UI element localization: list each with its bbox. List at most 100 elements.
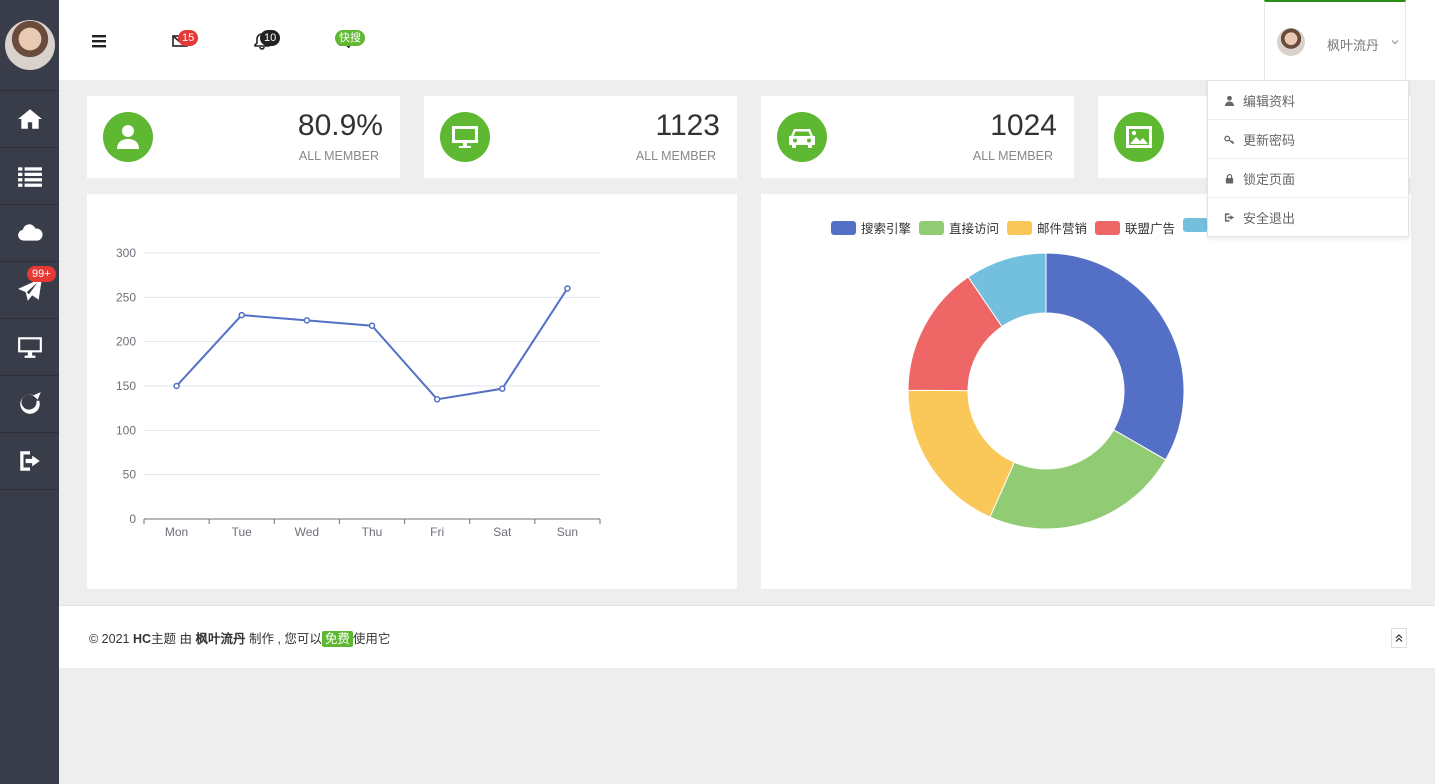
legend-swatch: [831, 220, 856, 235]
x-tick-label: Thu: [362, 525, 383, 539]
user-icon: [1224, 95, 1235, 106]
legend-label: 直接访问: [949, 222, 1000, 236]
menu-item-label: 锁定页面: [1243, 171, 1296, 187]
y-tick-label: 200: [116, 335, 136, 349]
footer-author: 枫叶流丹: [195, 632, 246, 646]
footer-mid-text: 制作 , 您可以: [245, 632, 322, 646]
legend-label: 邮件营销: [1037, 222, 1088, 236]
user-name: 枫叶流丹: [1327, 38, 1380, 53]
data-point[interactable]: [433, 396, 441, 403]
footer-prefix: © 2021: [89, 632, 133, 646]
data-point[interactable]: [368, 322, 376, 329]
donut-chart: [907, 252, 1185, 530]
sidebar-item-desktop[interactable]: [0, 319, 59, 376]
menu-item-edit-profile[interactable]: 编辑资料: [1208, 81, 1408, 120]
sidebar-item-list[interactable]: [0, 148, 59, 205]
footer-brand: HC: [132, 632, 152, 646]
donut-slice[interactable]: [907, 389, 1015, 518]
x-tick-label: Wed: [295, 525, 319, 539]
sidebar-item-logout[interactable]: [0, 433, 59, 490]
menu-item-lock-page[interactable]: 锁定页面: [1208, 159, 1408, 198]
footer-theme-text: 主题 由: [151, 632, 196, 646]
donut-slice[interactable]: [989, 429, 1167, 530]
footer: © 2021 HC主题 由 枫叶流丹 制作 , 您可以 免费 使用它: [59, 605, 1435, 668]
x-tick-label: Sun: [557, 525, 578, 539]
menu-item-label: 更新密码: [1243, 132, 1296, 148]
mail-button[interactable]: 15: [168, 28, 199, 52]
data-point[interactable]: [173, 382, 180, 390]
notification-count-badge: 10: [260, 30, 281, 46]
user-icon: [117, 125, 139, 149]
stat-value: 80.9%: [297, 109, 383, 142]
image-icon: [1126, 126, 1152, 148]
menu-toggle-button[interactable]: [87, 28, 111, 52]
legend-label: 联盟广告: [1125, 222, 1176, 236]
y-tick-label: 100: [116, 423, 136, 437]
lock-icon: [1225, 173, 1234, 184]
mail-count-badge: 15: [178, 30, 199, 46]
legend-swatch: [919, 220, 944, 235]
legend-swatch: [1095, 220, 1120, 235]
donut-slice[interactable]: [967, 252, 1047, 328]
double-chevron-up-icon: [1395, 634, 1403, 642]
footer-suffix: 使用它: [352, 632, 391, 646]
y-tick-label: 150: [116, 379, 136, 393]
cloud-icon: [17, 224, 43, 241]
car-icon: [789, 129, 815, 148]
list-icon: [17, 167, 42, 187]
circle-arrow-icon: [19, 392, 41, 414]
hamburger-icon: [92, 35, 106, 48]
user-menu-toggle[interactable]: 枫叶流丹: [1264, 0, 1406, 80]
quick-search-button[interactable]: 快搜: [331, 28, 365, 52]
free-badge: 免费: [321, 631, 353, 647]
menu-item-change-password[interactable]: 更新密码: [1208, 120, 1408, 159]
monitor-icon: [452, 126, 478, 148]
line-chart-panel: 0 50 100 150 200 250 300 Mon Tue Wed Thu Fri Sat Sun: [87, 194, 737, 589]
stat-card: 80.9% ALL MEMBER: [87, 96, 400, 178]
home-icon: [17, 109, 42, 129]
data-point[interactable]: [238, 311, 245, 319]
stat-label: ALL MEMBER: [635, 149, 716, 163]
data-point[interactable]: [303, 317, 311, 324]
legend-item-email[interactable]: 邮件营销: [1007, 218, 1087, 237]
stat-icon-circle: [440, 112, 490, 162]
notification-button[interactable]: 10: [250, 28, 281, 52]
x-tick-label: Mon: [165, 525, 188, 539]
data-point[interactable]: [499, 385, 506, 392]
sidebar: 99+: [0, 0, 59, 784]
stat-icon-circle: [777, 112, 827, 162]
legend-label: 搜索引擎: [861, 222, 912, 236]
legend-item-direct[interactable]: 直接访问: [919, 218, 999, 237]
user-dropdown-menu: 编辑资料 更新密码 锁定页面 安全退出: [1207, 80, 1409, 237]
stat-card: 1123 ALL MEMBER: [424, 96, 737, 178]
legend-item-video[interactable]: [1183, 218, 1213, 232]
sidebar-item-refresh[interactable]: [0, 376, 59, 433]
quick-search-badge: 快搜: [335, 30, 365, 46]
legend-item-search-engine[interactable]: 搜索引擎: [831, 218, 911, 237]
avatar[interactable]: [4, 20, 55, 70]
data-point[interactable]: [564, 285, 571, 292]
x-tick-label: Tue: [232, 525, 253, 539]
sidebar-item-send[interactable]: 99+: [0, 262, 59, 319]
sidebar-avatar[interactable]: [0, 0, 59, 91]
line-chart: 0 50 100 150 200 250 300 Mon Tue Wed Thu Fri Sat Sun: [116, 246, 601, 539]
donut-slice[interactable]: [1045, 252, 1185, 461]
desktop-icon: [17, 337, 42, 358]
notification-badge: 99+: [27, 266, 56, 282]
menu-item-label: 编辑资料: [1243, 93, 1296, 109]
back-to-top-button[interactable]: [1391, 628, 1407, 648]
menu-item-logout[interactable]: 安全退出: [1208, 198, 1408, 236]
y-tick-label: 300: [116, 246, 136, 260]
y-tick-label: 250: [116, 290, 136, 304]
user-avatar: [1277, 28, 1305, 56]
sidebar-item-cloud[interactable]: [0, 205, 59, 262]
x-tick-label: Sat: [493, 525, 512, 539]
pie-chart-panel: [761, 194, 1411, 589]
legend-item-affiliate[interactable]: 联盟广告: [1095, 218, 1175, 237]
y-tick-label: 50: [123, 468, 137, 482]
footer-copyright: © 2021 HC主题 由 枫叶流丹 制作 , 您可以 免费 使用它: [89, 628, 390, 647]
stat-value: 1024: [990, 109, 1057, 142]
y-tick-label: 0: [129, 512, 136, 526]
stat-label: ALL MEMBER: [298, 149, 379, 163]
sidebar-item-home[interactable]: [0, 91, 59, 148]
